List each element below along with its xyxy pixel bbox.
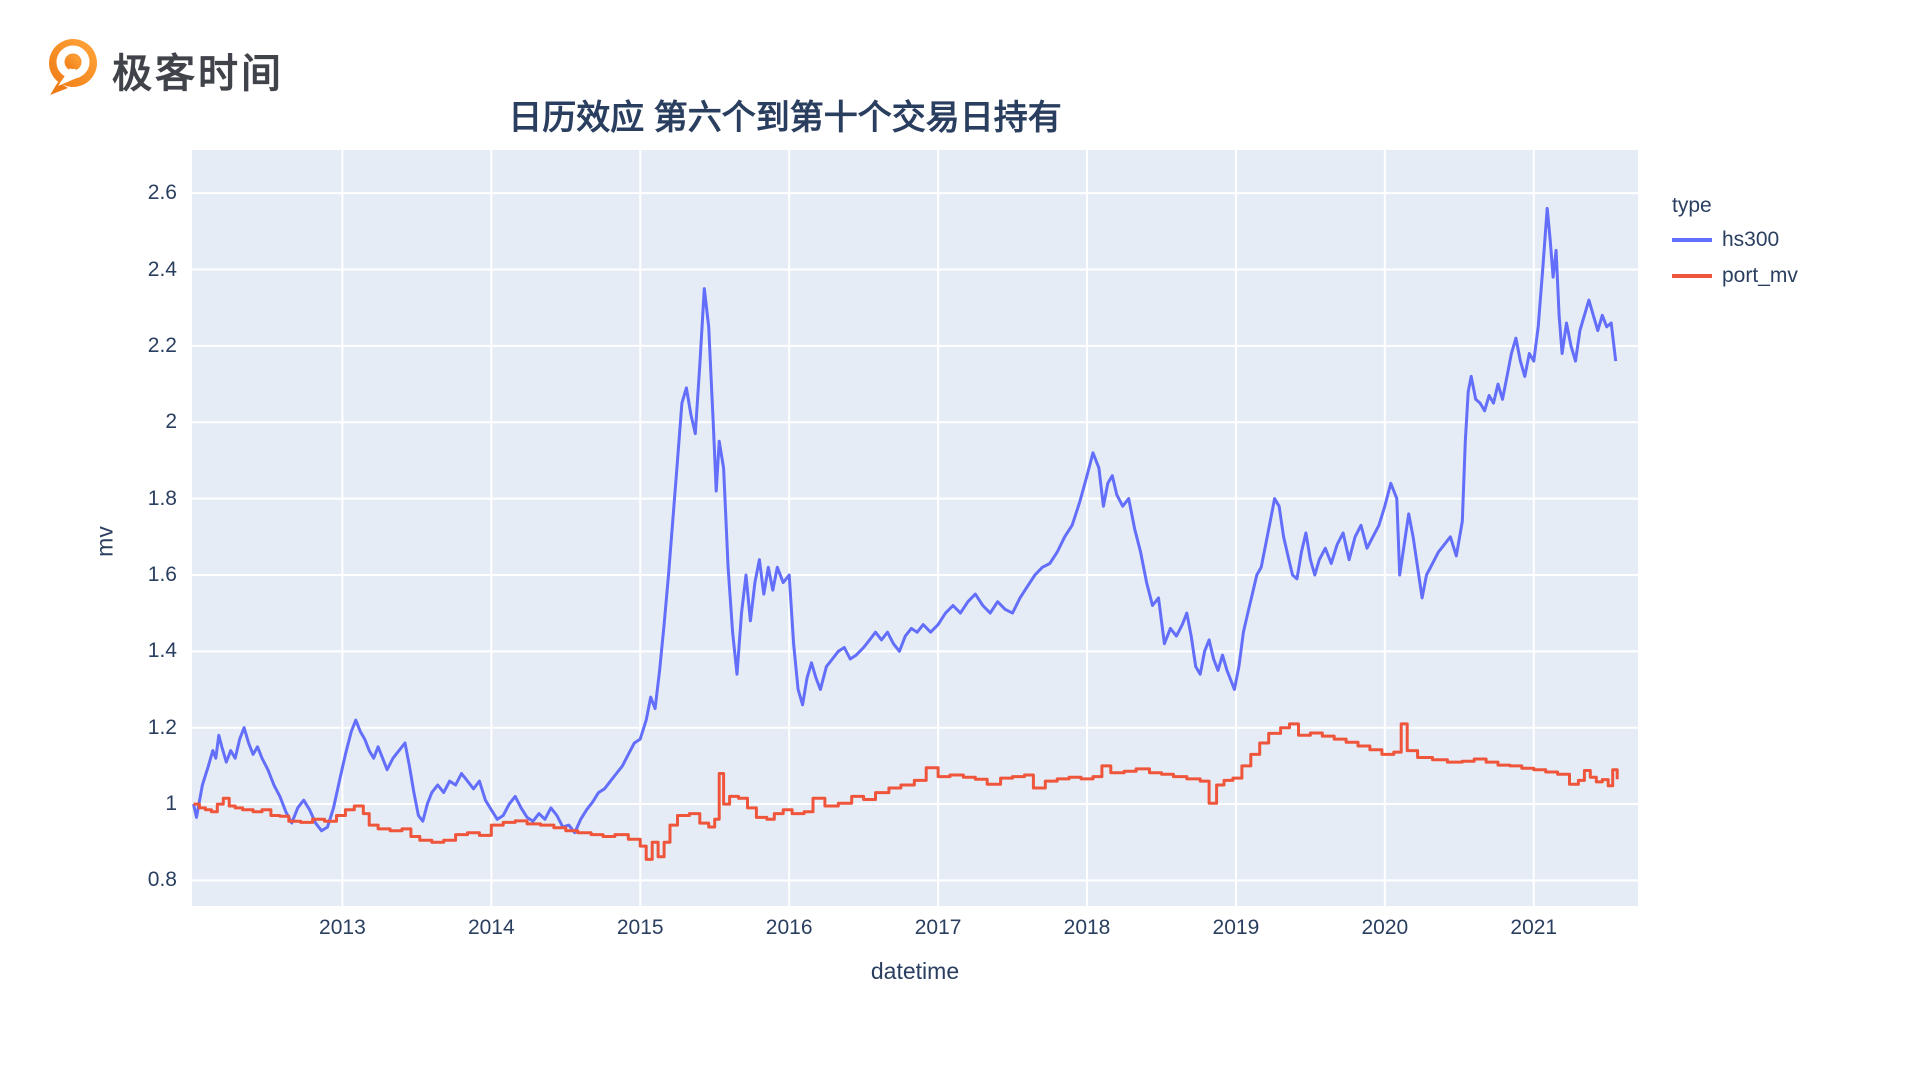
- legend-title: type: [1672, 194, 1712, 217]
- legend-swatch-hs300: [1672, 238, 1712, 242]
- y-tick-label: 2: [165, 410, 177, 434]
- logo-text: 极客时间: [112, 51, 284, 96]
- legend-label-port_mv: port_mv: [1722, 264, 1798, 287]
- y-tick-label: 0.8: [147, 868, 177, 892]
- y-tick-label: 2.2: [147, 333, 177, 357]
- x-tick-label: 2013: [319, 916, 366, 939]
- y-axis-label: mv: [91, 526, 118, 557]
- y-tick-label: 1.4: [147, 639, 177, 663]
- series-line-port_mv: [193, 722, 1619, 861]
- y-tick-label: 1.2: [147, 715, 177, 739]
- x-tick-label: 2019: [1212, 916, 1260, 939]
- y-tick-label: 1: [165, 792, 177, 816]
- y-tick-label: 2.4: [147, 257, 177, 281]
- chart-title: 日历效应 第六个到第十个交易日持有: [508, 99, 1062, 137]
- legend-item-hs300[interactable]: hs300: [1672, 228, 1798, 252]
- logo: 极客时间: [46, 38, 284, 101]
- legend-item-port_mv[interactable]: port_mv: [1672, 264, 1798, 288]
- x-tick-label: 2020: [1361, 916, 1409, 939]
- x-tick-label: 2015: [616, 916, 664, 939]
- y-tick-label: 1.8: [147, 486, 177, 510]
- legend-swatch-port_mv: [1672, 274, 1712, 278]
- legend-label-hs300: hs300: [1722, 228, 1780, 251]
- gridlines: [192, 150, 1638, 906]
- y-tick-label: 1.6: [147, 562, 177, 586]
- x-tick-label: 2021: [1510, 916, 1558, 939]
- x-tick-label: 2017: [914, 916, 962, 939]
- series-line-hs300: [192, 206, 1618, 835]
- chart-canvas: [192, 150, 1638, 906]
- x-tick-label: 2014: [467, 916, 515, 939]
- plot-area[interactable]: [192, 150, 1638, 906]
- x-axis-label: datetime: [870, 958, 960, 984]
- legend: type hs300 port_mv: [1672, 194, 1798, 300]
- x-tick-label: 2018: [1063, 916, 1111, 939]
- x-tick-label: 2016: [765, 916, 813, 939]
- geektime-logo-icon: [46, 38, 100, 101]
- y-tick-label: 2.6: [147, 181, 177, 205]
